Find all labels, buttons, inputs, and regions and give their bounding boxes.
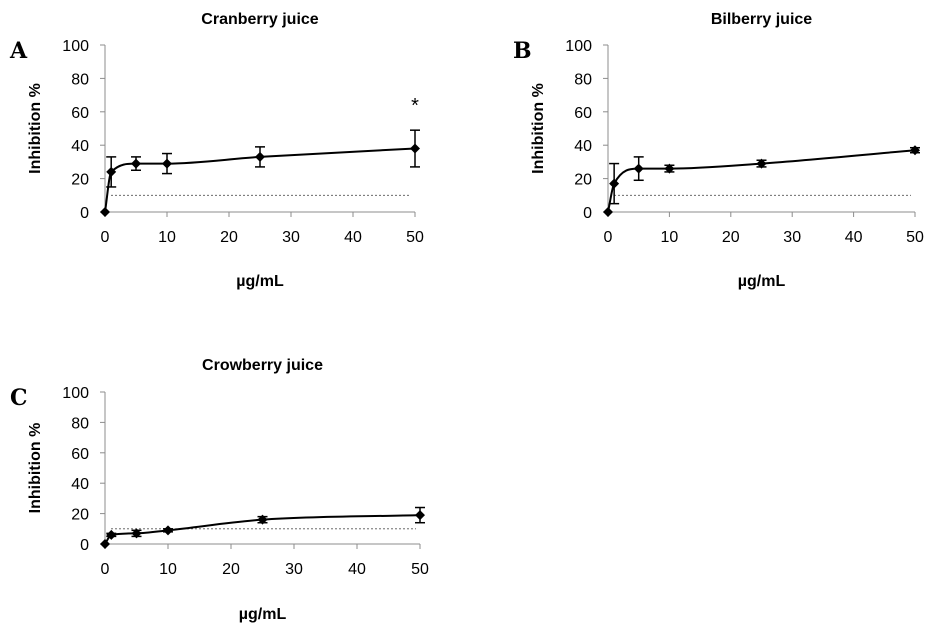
- data-point: [910, 145, 920, 156]
- x-tick-label: 20: [220, 229, 238, 246]
- data-point: [106, 166, 117, 177]
- data-point: [756, 158, 767, 169]
- data-point: [131, 158, 141, 169]
- y-tick-label: 20: [71, 172, 89, 189]
- y-tick-label: 40: [71, 476, 89, 493]
- data-point: [255, 151, 265, 162]
- y-tick-label: 100: [62, 38, 89, 55]
- x-tick-label: 50: [406, 229, 424, 246]
- y-tick-label: 20: [574, 172, 592, 189]
- y-tick-label: 60: [71, 446, 89, 463]
- y-tick-label: 60: [71, 105, 89, 122]
- panel-letter: B: [513, 38, 532, 64]
- x-tick-label: 0: [604, 229, 613, 246]
- data-point: [100, 539, 110, 549]
- x-tick-label: 20: [722, 229, 740, 246]
- data-point: [603, 207, 613, 217]
- chart-panel-c: C Crowberry juice 0 20 40 60 80 100 0 10 20 30 40 50 µ…: [10, 357, 429, 623]
- y-tick-label: 40: [574, 138, 592, 155]
- data-point: [106, 529, 117, 540]
- significance-annotation: *: [411, 95, 419, 117]
- data-point: [100, 207, 110, 217]
- x-tick-label: 30: [783, 229, 801, 246]
- x-tick-label: 40: [344, 229, 362, 246]
- data-point: [609, 178, 620, 189]
- y-tick-label: 100: [62, 385, 89, 402]
- data-point: [162, 158, 172, 169]
- y-tick-label: 0: [80, 537, 89, 554]
- panel-letter: C: [10, 385, 28, 411]
- y-tick-label: 0: [583, 205, 592, 222]
- y-tick-label: 60: [574, 105, 592, 122]
- x-tick-label: 40: [845, 229, 863, 246]
- data-point: [131, 528, 142, 539]
- x-tick-label: 10: [661, 229, 679, 246]
- y-axis-label: Inhibition %: [530, 83, 547, 174]
- data-point: [633, 163, 644, 174]
- y-tick-label: 80: [574, 71, 592, 88]
- data-point: [257, 514, 268, 525]
- x-tick-label: 10: [158, 229, 176, 246]
- x-tick-label: 30: [285, 561, 303, 578]
- y-tick-label: 100: [565, 38, 592, 55]
- panel-letter: A: [9, 38, 28, 64]
- x-tick-label: 0: [101, 229, 110, 246]
- chart-panel-b: B Bilberry juice 0 20 40 60 80 100 0 10 20 30 40 50 µg…: [513, 11, 924, 290]
- x-tick-label: 10: [159, 561, 177, 578]
- chart-panel-a: A Cranberry juice 0 20 40 60 80 100 0 10 20 30 40 50 µ…: [9, 11, 424, 290]
- x-tick-label: 20: [222, 561, 240, 578]
- data-point: [664, 163, 675, 174]
- data-point: [415, 510, 425, 521]
- y-tick-label: 40: [71, 138, 89, 155]
- chart-title: Crowberry juice: [202, 357, 323, 374]
- y-axis-label: Inhibition %: [27, 423, 44, 514]
- y-tick-label: 20: [71, 507, 89, 524]
- x-tick-label: 30: [282, 229, 300, 246]
- y-tick-label: 80: [71, 71, 89, 88]
- y-axis-label: Inhibition %: [27, 83, 44, 174]
- x-tick-label: 50: [906, 229, 924, 246]
- y-tick-label: 80: [71, 415, 89, 432]
- chart-title: Cranberry juice: [201, 11, 318, 28]
- data-point: [163, 525, 173, 536]
- x-tick-label: 40: [348, 561, 366, 578]
- chart-title: Bilberry juice: [711, 11, 812, 28]
- x-axis-label: µg/mL: [236, 273, 284, 290]
- y-tick-label: 0: [80, 205, 89, 222]
- x-tick-label: 50: [411, 561, 429, 578]
- data-point: [410, 143, 420, 154]
- x-axis-label: µg/mL: [239, 606, 287, 623]
- x-tick-label: 0: [101, 561, 110, 578]
- x-axis-label: µg/mL: [738, 273, 786, 290]
